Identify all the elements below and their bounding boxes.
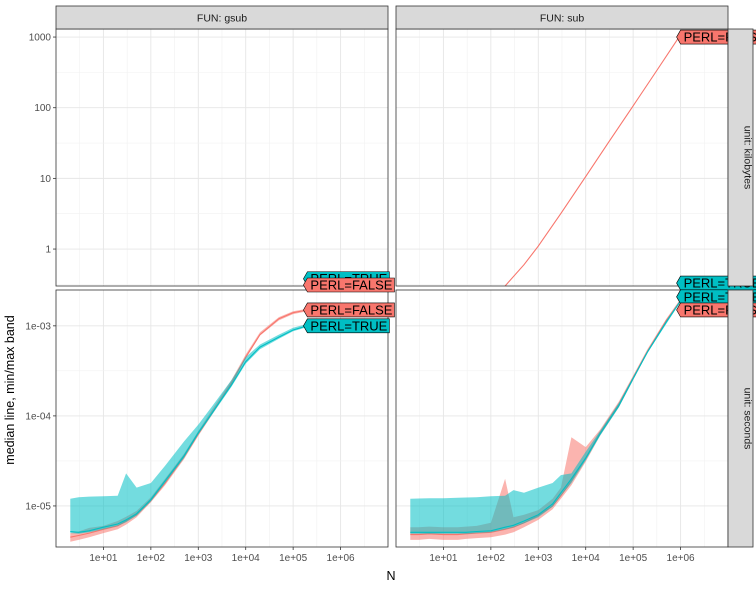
x-tick-label: 1e+04 <box>232 553 261 564</box>
panel-series <box>504 34 682 286</box>
median-line-perl-true <box>410 300 682 533</box>
median-line-perl-false <box>504 34 682 286</box>
strip-layer: FUN: gsub FUN: sub unit: kilobytes unit: se… <box>55 5 754 548</box>
x-tick-label: 1e+02 <box>137 553 166 564</box>
series-label-perl-false: PERL=FALSE <box>303 302 395 318</box>
x-tick-label: 1e+05 <box>619 553 648 564</box>
panel-grid <box>396 290 728 547</box>
y-tick-label: 100 <box>34 103 51 114</box>
y-axis-title: median line, min/max band <box>3 315 17 464</box>
x-tick-label: 1e+06 <box>327 553 356 564</box>
x-tick-label: 1e+05 <box>279 553 308 564</box>
series-label-box <box>303 277 395 293</box>
row-strip-label: unit: kilobytes <box>742 126 754 190</box>
panel-series <box>410 298 682 540</box>
row-strip: unit: kilobytes <box>727 28 754 287</box>
series-label-perl-false: PERL=FALSE <box>303 277 395 293</box>
x-tick-label: 1e+04 <box>572 553 601 564</box>
panel-series <box>70 308 308 542</box>
column-strip: FUN: gsub <box>55 5 389 30</box>
column-strip: FUN: sub <box>395 5 729 30</box>
panel-frame <box>55 289 389 548</box>
y-tick-label: 10 <box>40 174 52 185</box>
x-tick-label: 1e+06 <box>667 553 696 564</box>
x-axis-title: N <box>386 569 395 583</box>
y-tick-label: 1000 <box>29 33 52 44</box>
axis-layer: 1 10 100 1000 1e-05 1e-04 1e-03 1e+01 1e+02 1e+03… <box>25 33 695 564</box>
series-label-text: PERL=FALSE <box>310 277 392 292</box>
column-strip-bg <box>395 5 729 30</box>
column-strip-label: FUN: gsub <box>197 13 247 25</box>
band-perl-true <box>70 323 308 534</box>
series-label-perl-true: PERL=TRUE <box>303 318 390 334</box>
column-strip-label: FUN: sub <box>540 13 585 25</box>
column-strip-bg <box>55 5 389 30</box>
row-strip-bg <box>727 28 754 287</box>
series-label-box <box>303 302 395 318</box>
x-tick-label: 1e+01 <box>89 553 118 564</box>
y-tick-label: 1 <box>45 245 51 256</box>
y-tick-label: 1e-04 <box>25 411 51 422</box>
x-tick-label: 1e+01 <box>429 553 458 564</box>
band-perl-true <box>410 299 681 534</box>
x-tick-label: 1e+03 <box>184 553 213 564</box>
median-line-perl-true <box>70 325 308 533</box>
series-label-text: PERL=TRUE <box>310 318 387 333</box>
series-label-box <box>303 318 390 334</box>
x-tick-label: 1e+02 <box>477 553 506 564</box>
row-strip-bg <box>727 289 754 548</box>
x-tick-label: 1e+03 <box>524 553 553 564</box>
y-tick-label: 1e-03 <box>25 321 51 332</box>
row-strip-label: unit: seconds <box>742 388 754 450</box>
panel-grid <box>396 29 728 286</box>
label-layer: PERL=TRUEPERL=FALSEPERL=FALSEPERL=TRUEPE… <box>303 30 756 334</box>
y-tick-label: 1e-05 <box>25 501 51 512</box>
series-layer <box>70 34 682 542</box>
panel-grid <box>56 29 388 286</box>
row-strip: unit: seconds <box>727 289 754 548</box>
series-label-text: PERL=FALSE <box>310 302 392 317</box>
